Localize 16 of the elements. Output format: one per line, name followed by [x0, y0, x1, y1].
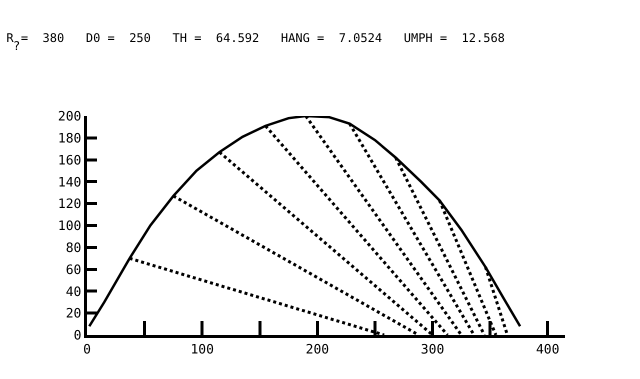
y-tick-label: 100: [58, 219, 82, 234]
x-tick-label: 400: [536, 342, 560, 358]
y-tick-label: 60: [66, 262, 82, 278]
x-tick-label: 0: [83, 342, 91, 358]
y-tick-label: 0: [74, 328, 82, 344]
x-tick-label: 300: [420, 342, 444, 358]
y-tick-label: 80: [66, 240, 82, 256]
y-tick-label: 20: [66, 306, 82, 322]
y-tick-label: 180: [58, 131, 82, 146]
y-tick-label: 120: [58, 197, 82, 212]
y-tick-label: 140: [58, 175, 82, 190]
x-tick-label: 100: [190, 342, 214, 358]
x-tick-label: 200: [306, 342, 330, 358]
y-tick-label: 200: [58, 110, 82, 125]
y-tick-label: 160: [58, 153, 82, 168]
y-tick-label: 40: [66, 284, 82, 300]
